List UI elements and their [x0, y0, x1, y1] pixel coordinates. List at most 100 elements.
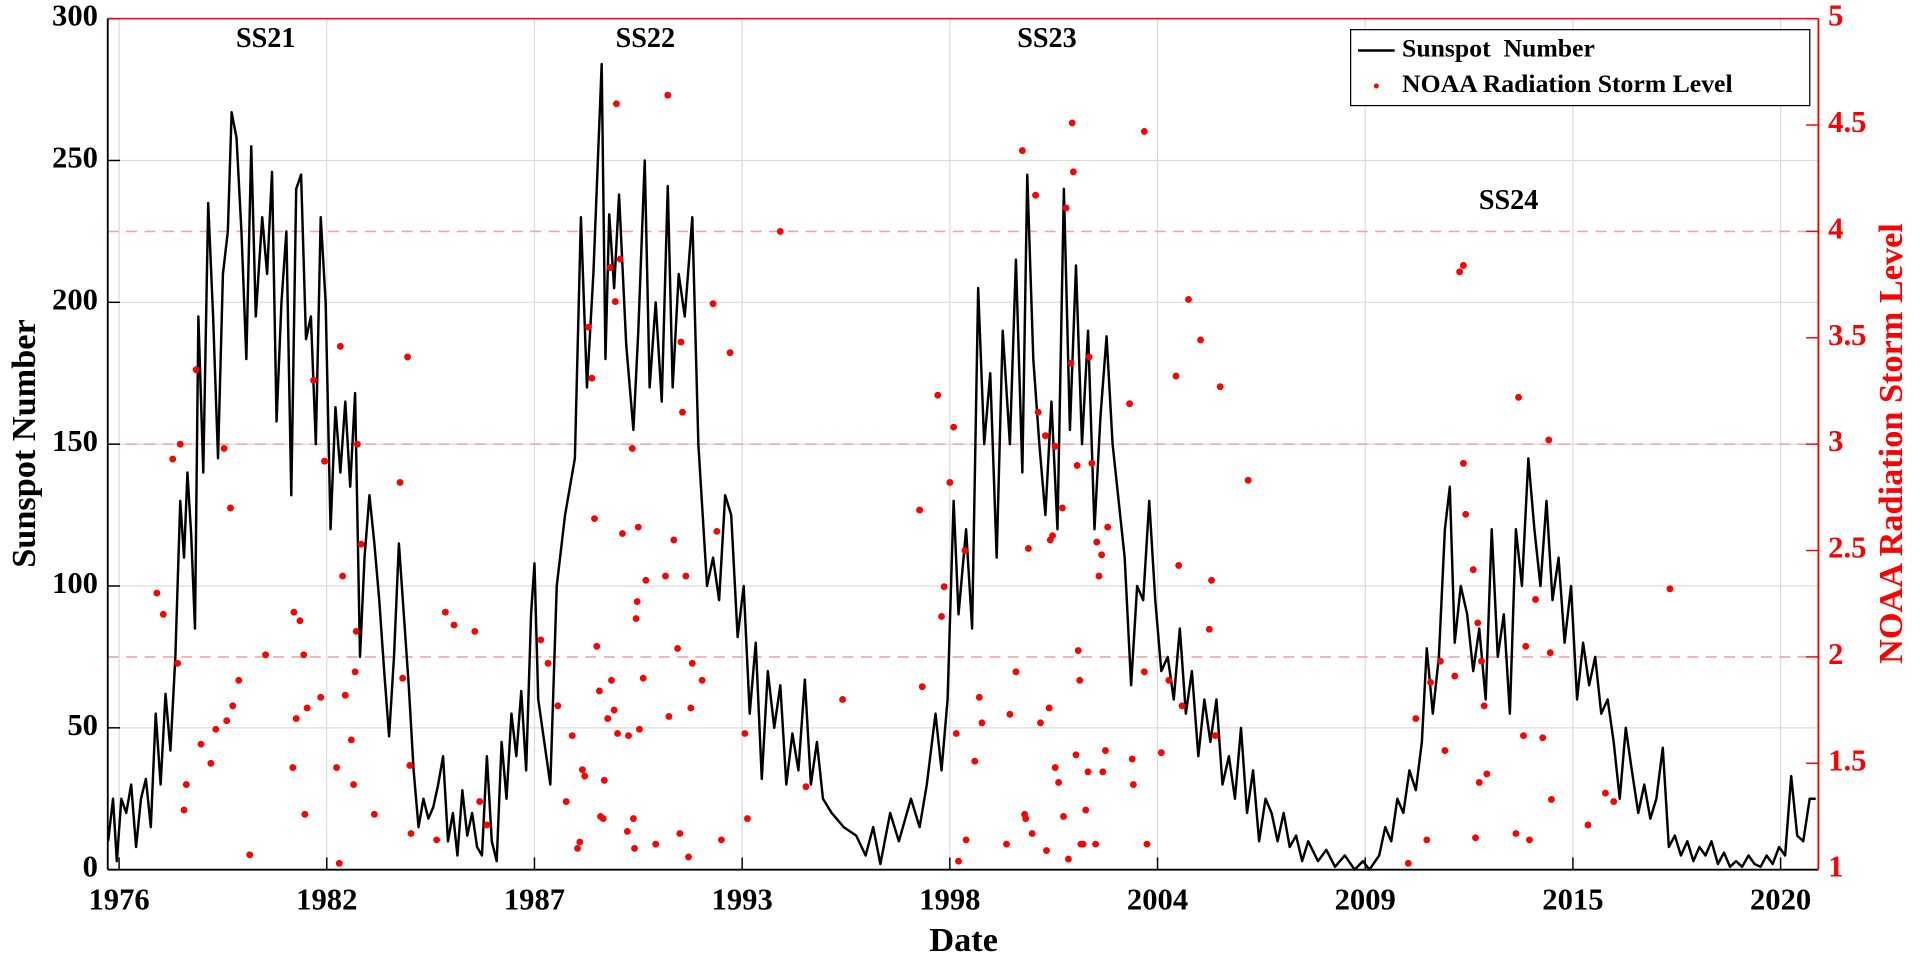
storm-point: [611, 298, 619, 306]
storm-point: [1532, 596, 1539, 603]
storm-point: [1140, 127, 1148, 135]
storm-point: [585, 323, 592, 331]
storm-point: [625, 732, 632, 740]
storm-point: [399, 674, 407, 682]
storm-point: [471, 627, 479, 635]
storm-point: [608, 676, 615, 684]
storm-point: [262, 651, 270, 659]
storm-point: [916, 506, 924, 514]
storm-point: [606, 264, 614, 271]
storm-point: [1469, 566, 1477, 574]
storm-point: [1101, 747, 1109, 754]
storm-point: [1037, 719, 1044, 727]
y2-tick-label: 1.5: [1828, 743, 1866, 777]
storm-point: [665, 713, 673, 720]
storm-point: [1475, 779, 1483, 786]
storm-point: [1006, 710, 1014, 718]
storm-point: [946, 479, 954, 486]
storm-point: [679, 408, 686, 416]
storm-point: [776, 227, 784, 235]
storm-point: [333, 764, 341, 771]
storm-point: [1546, 649, 1554, 657]
storm-point: [223, 717, 231, 725]
storm-point: [802, 783, 810, 791]
y-tick-label: 200: [52, 282, 98, 316]
storm-point: [1072, 751, 1080, 759]
storm-point: [176, 440, 184, 448]
storm-point: [339, 572, 347, 580]
storm-point: [599, 815, 607, 823]
storm-point: [1069, 168, 1077, 176]
cycle-label: SS24: [1479, 185, 1538, 216]
storm-point: [370, 810, 378, 818]
y-tick-label: 150: [52, 424, 98, 458]
storm-point: [357, 540, 365, 548]
storm-point: [1062, 204, 1070, 212]
y2-tick-label: 2: [1828, 637, 1843, 671]
storm-point: [629, 815, 637, 823]
cycle-label: SS23: [1017, 23, 1076, 54]
grid: [107, 18, 1819, 871]
axes: 1976 1982 1987 1993 1998 2004 2009 2015 20200501…: [52, 0, 1866, 917]
storm-point: [1129, 781, 1137, 788]
storm-point: [300, 651, 308, 659]
storm-point: [1211, 732, 1219, 740]
y2-tick-label: 4: [1828, 211, 1843, 245]
y2-tick-label: 2.5: [1828, 531, 1866, 565]
storm-point: [303, 704, 311, 712]
storm-point: [1404, 859, 1412, 867]
storm-point: [292, 715, 300, 723]
storm-point: [310, 376, 317, 384]
storm-point: [639, 674, 647, 682]
y-tick-label: 50: [67, 708, 98, 742]
x-tick-label: 2020: [1750, 883, 1811, 917]
storm-point: [450, 621, 458, 629]
storm-point: [1185, 296, 1192, 303]
storm-point: [610, 706, 618, 714]
x-tick-label: 1976: [88, 883, 149, 917]
storm-point: [1545, 436, 1553, 444]
storm-point: [1028, 830, 1036, 837]
storm-point: [1205, 625, 1213, 633]
storm-point: [1208, 576, 1215, 584]
storm-point: [1412, 715, 1420, 723]
storm-point: [952, 730, 960, 737]
y-tick-label: 0: [83, 850, 98, 884]
y2-tick-label: 1: [1828, 850, 1843, 884]
storm-point: [726, 349, 734, 357]
storm-point: [698, 676, 706, 684]
storm-point: [1032, 191, 1039, 199]
storm-point: [1073, 462, 1081, 469]
storm-point: [352, 627, 360, 635]
legend-box: [1350, 29, 1811, 107]
storm-point: [1058, 504, 1066, 512]
legend-label: NOAA Radiation Storm Level: [1402, 69, 1733, 98]
storm-point: [839, 696, 847, 703]
storm-point: [652, 840, 660, 848]
storm-point: [1041, 432, 1049, 440]
storm-point: [600, 776, 608, 784]
storm-point: [476, 798, 484, 806]
storm-point: [1539, 734, 1547, 742]
storm-point: [1034, 408, 1042, 416]
storm-point: [169, 455, 177, 463]
storm-point: [676, 830, 684, 837]
storm-point: [1003, 840, 1010, 848]
storm-point: [353, 440, 361, 448]
storm-point: [1601, 789, 1609, 797]
y2-tick-label: 3: [1828, 424, 1843, 458]
storm-point: [1126, 400, 1134, 408]
storm-point: [938, 613, 945, 620]
legend-swatch: [1373, 83, 1379, 89]
storm-point: [1436, 657, 1444, 665]
storm-point: [246, 851, 254, 859]
storm-point: [744, 815, 751, 823]
storm-point: [433, 836, 441, 844]
storm-point: [978, 719, 986, 727]
storm-point: [1022, 815, 1030, 823]
storm-point: [1085, 353, 1093, 361]
storm-point: [336, 342, 344, 350]
storm-point: [632, 615, 640, 623]
storm-point: [301, 810, 309, 818]
storm-point: [227, 504, 234, 512]
